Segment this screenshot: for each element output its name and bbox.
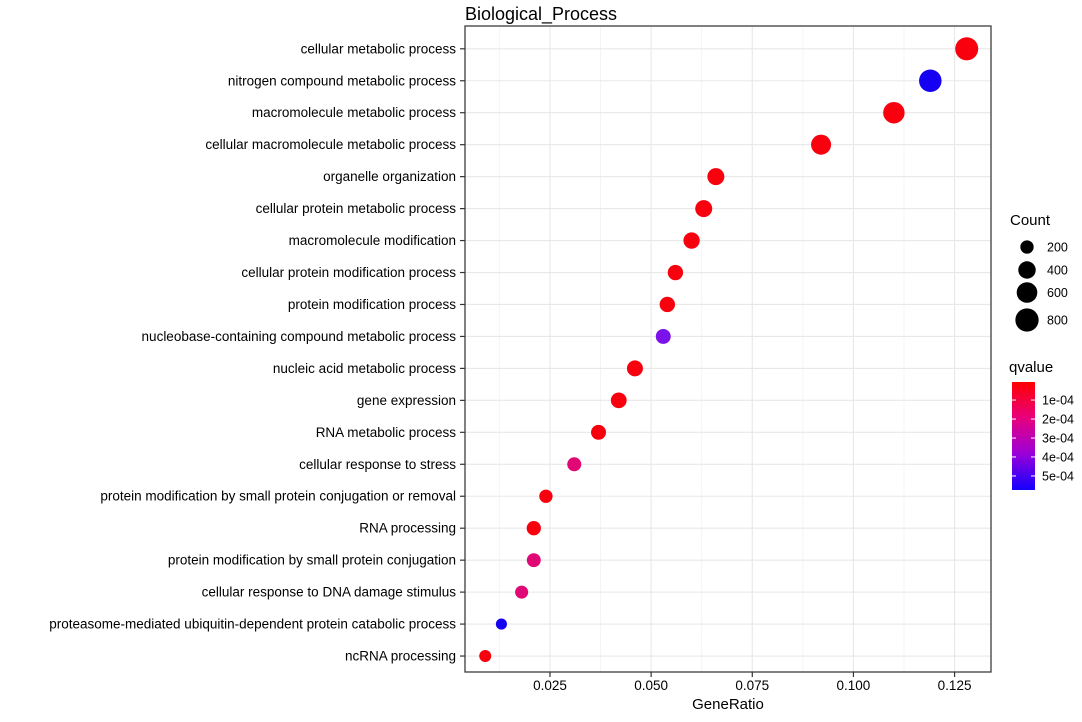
- row-label: macromolecule metabolic process: [252, 105, 456, 120]
- row-label: cellular macromolecule metabolic process: [205, 137, 456, 152]
- qvalue-colorbar: [1012, 382, 1035, 490]
- row-label: organelle organization: [323, 169, 456, 184]
- data-point: [515, 585, 529, 599]
- data-point: [495, 618, 507, 630]
- data-point: [667, 264, 684, 281]
- data-point: [539, 489, 553, 503]
- qvalue-legend-label: 3e-04: [1042, 432, 1074, 446]
- data-point: [626, 360, 643, 377]
- count-legend-dot: [1015, 308, 1039, 332]
- row-label: protein modification by small protein co…: [168, 553, 456, 568]
- data-point: [811, 134, 832, 155]
- row-label: macromolecule modification: [289, 233, 456, 248]
- data-point: [567, 457, 582, 472]
- x-tick-label: 0.125: [938, 678, 972, 693]
- qvalue-legend-label: 5e-04: [1042, 469, 1074, 483]
- row-label: cellular protein metabolic process: [256, 201, 457, 216]
- row-label: ncRNA processing: [345, 649, 456, 664]
- count-legend-dot: [1020, 240, 1034, 254]
- count-legend-label: 800: [1047, 314, 1068, 328]
- row-label: RNA processing: [359, 521, 456, 536]
- row-label: RNA metabolic process: [316, 425, 457, 440]
- row-label: protein modification by small protein co…: [100, 489, 456, 504]
- row-label: proteasome-mediated ubiquitin-dependent …: [49, 617, 456, 632]
- row-label: protein modification process: [288, 297, 456, 312]
- qvalue-legend-label: 1e-04: [1042, 394, 1074, 408]
- x-tick-label: 0.025: [533, 678, 567, 693]
- data-point: [883, 101, 905, 124]
- count-legend-dot: [1018, 261, 1036, 279]
- x-tick-label: 0.075: [735, 678, 769, 693]
- panel-border: [464, 25, 992, 673]
- row-label: nucleic acid metabolic process: [273, 361, 456, 376]
- count-legend-label: 200: [1047, 241, 1068, 255]
- count-legend-title: Count: [1010, 212, 1051, 229]
- qvalue-legend-label: 2e-04: [1042, 413, 1074, 427]
- count-legend-label: 400: [1047, 264, 1068, 278]
- data-point: [591, 424, 606, 440]
- qvalue-legend-label: 4e-04: [1042, 450, 1074, 464]
- row-label: cellular response to stress: [299, 457, 456, 472]
- count-legend-dot: [1016, 282, 1038, 303]
- plot-panel: [465, 26, 991, 672]
- row-label: gene expression: [357, 393, 456, 408]
- x-tick-label: 0.100: [837, 678, 871, 693]
- qvalue-legend-title: qvalue: [1009, 359, 1054, 376]
- data-point: [683, 232, 700, 249]
- row-label: cellular protein modification process: [241, 265, 456, 280]
- row-label: nucleobase-containing compound metabolic…: [142, 329, 457, 344]
- data-point: [655, 328, 671, 344]
- data-point: [479, 650, 492, 663]
- data-point: [610, 392, 627, 409]
- plot-title: Biological_Process: [464, 4, 618, 24]
- data-point: [659, 296, 675, 313]
- row-label: nitrogen compound metabolic process: [228, 73, 456, 88]
- data-point: [955, 37, 979, 61]
- row-label: cellular metabolic process: [301, 41, 457, 56]
- count-legend-label: 600: [1047, 286, 1068, 300]
- data-point: [526, 553, 541, 568]
- row-label: cellular response to DNA damage stimulus: [202, 585, 457, 600]
- data-point: [919, 69, 942, 93]
- x-tick-label: 0.050: [634, 678, 668, 693]
- data-point: [526, 521, 541, 536]
- x-axis-title: GeneRatio: [692, 696, 764, 713]
- data-point: [707, 168, 725, 186]
- data-point: [695, 200, 713, 218]
